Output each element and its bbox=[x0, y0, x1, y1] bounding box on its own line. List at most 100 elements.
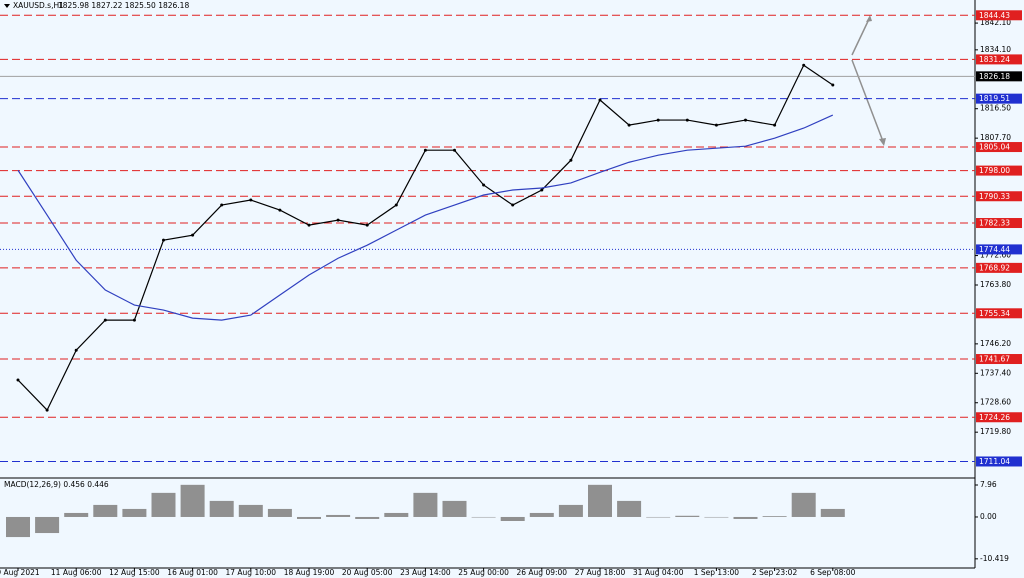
level-label-box bbox=[976, 262, 1022, 273]
x-tick-label: 16 Aug 01:00 bbox=[167, 568, 218, 577]
level-label: 1724.26 bbox=[979, 413, 1010, 422]
macd-bar bbox=[6, 516, 30, 538]
level-label: 1826.18 bbox=[979, 72, 1010, 81]
x-tick-label: 9 Aug 2021 bbox=[0, 568, 40, 577]
price-point bbox=[103, 318, 107, 322]
level-label-box bbox=[976, 165, 1022, 176]
macd-bar bbox=[35, 516, 60, 534]
menu-triangle[interactable] bbox=[4, 4, 10, 8]
price-point bbox=[831, 83, 835, 87]
x-tick-label: 31 Aug 04:00 bbox=[633, 568, 684, 577]
y-tick-label: 1772.60 bbox=[980, 251, 1011, 260]
price-point bbox=[336, 218, 340, 222]
y-tick-label: 1737.40 bbox=[980, 368, 1011, 377]
x-tick-label: 1 Sep 13:00 bbox=[694, 568, 740, 577]
level-label-box bbox=[976, 93, 1022, 104]
price-point bbox=[598, 98, 602, 102]
price-point bbox=[714, 123, 718, 127]
price-point bbox=[773, 123, 777, 127]
macd-bar bbox=[762, 516, 787, 517]
price-point bbox=[365, 223, 369, 227]
level-label-box bbox=[976, 244, 1022, 255]
macd-bar bbox=[355, 516, 380, 519]
price-point bbox=[191, 233, 195, 237]
level-label: 1741.67 bbox=[979, 355, 1010, 364]
level-label: 1711.04 bbox=[979, 457, 1010, 466]
level-label-box bbox=[976, 142, 1022, 153]
macd-bar bbox=[384, 512, 409, 517]
macd-bar bbox=[413, 492, 438, 517]
x-tick-label: 18 Aug 19:00 bbox=[284, 568, 335, 577]
price-point bbox=[656, 118, 660, 122]
macd-bar bbox=[675, 515, 700, 517]
level-label: 1755.34 bbox=[979, 309, 1010, 318]
projection-arrow-up bbox=[851, 16, 871, 56]
level-label-box bbox=[976, 456, 1022, 467]
level-label: 1768.92 bbox=[979, 263, 1010, 272]
macd-bar bbox=[122, 508, 147, 517]
y-tick-label: 1746.20 bbox=[980, 339, 1011, 348]
macd-bar bbox=[617, 500, 642, 517]
price-point bbox=[453, 148, 456, 152]
macd-bar bbox=[588, 484, 612, 517]
y-tick-label: 1842.10 bbox=[980, 18, 1011, 27]
macd-bar bbox=[820, 508, 845, 517]
price-point bbox=[685, 118, 689, 122]
price-point bbox=[482, 183, 486, 187]
macd-bar bbox=[209, 500, 234, 517]
macd-bar bbox=[180, 484, 205, 517]
y-tick-label: 1834.10 bbox=[980, 45, 1011, 54]
macd-bar bbox=[791, 492, 816, 517]
price-point bbox=[540, 188, 544, 192]
macd-tick-label: -10.419 bbox=[980, 554, 1009, 563]
level-label: 1790.33 bbox=[979, 192, 1010, 201]
price-point bbox=[307, 223, 311, 227]
x-tick-label: 27 Aug 18:00 bbox=[575, 568, 626, 577]
price-point bbox=[45, 408, 49, 412]
x-tick-label: 11 Aug 06:00 bbox=[51, 568, 102, 577]
macd-bar bbox=[558, 504, 583, 517]
level-label: 1831.24 bbox=[979, 55, 1010, 64]
symbol-title: XAUUSD.s,H1 bbox=[13, 1, 64, 10]
price-point bbox=[423, 148, 427, 152]
macd-tick-label: 0.00 bbox=[980, 512, 997, 521]
x-tick-label: 12 Aug 15:00 bbox=[109, 568, 160, 577]
level-label-box bbox=[976, 71, 1022, 82]
price-point bbox=[569, 158, 573, 162]
level-label-box bbox=[976, 308, 1022, 319]
macd-bar bbox=[471, 516, 496, 518]
price-point bbox=[627, 123, 631, 127]
x-tick-label: 26 Aug 09:00 bbox=[517, 568, 568, 577]
x-tick-label: 23 Aug 14:00 bbox=[400, 568, 451, 577]
price-point bbox=[74, 348, 78, 352]
y-tick-label: 1763.80 bbox=[980, 280, 1011, 289]
level-label-box bbox=[976, 191, 1022, 202]
macd-bar bbox=[93, 504, 118, 517]
macd-bar bbox=[64, 512, 89, 517]
level-label: 1819.51 bbox=[979, 94, 1010, 103]
level-label: 1798.00 bbox=[979, 166, 1010, 175]
level-label-box bbox=[976, 54, 1022, 65]
level-label: 1782.33 bbox=[979, 219, 1010, 228]
macd-bar bbox=[704, 516, 729, 518]
price-point bbox=[132, 318, 136, 322]
macd-bar bbox=[267, 508, 292, 517]
macd-bar bbox=[500, 516, 525, 521]
price-line bbox=[17, 114, 834, 321]
macd-title: MACD(12,26,9) 0.456 0.446 bbox=[4, 480, 109, 489]
macd-bar bbox=[238, 504, 263, 517]
macd-bar bbox=[326, 514, 351, 517]
price-point bbox=[744, 118, 747, 122]
macd-bar bbox=[297, 516, 321, 519]
level-label-box bbox=[976, 10, 1022, 21]
quote: 1825.98 1827.22 1825.50 1826.18 bbox=[58, 1, 189, 10]
price-point bbox=[16, 378, 20, 382]
macd-bar bbox=[442, 500, 467, 517]
level-label-box bbox=[976, 218, 1022, 229]
y-tick-label: 1728.60 bbox=[980, 398, 1011, 407]
level-label: 1844.43 bbox=[979, 11, 1010, 20]
y-tick-label: 1807.70 bbox=[980, 133, 1011, 142]
x-tick-label: 6 Sep 08:00 bbox=[810, 568, 856, 577]
